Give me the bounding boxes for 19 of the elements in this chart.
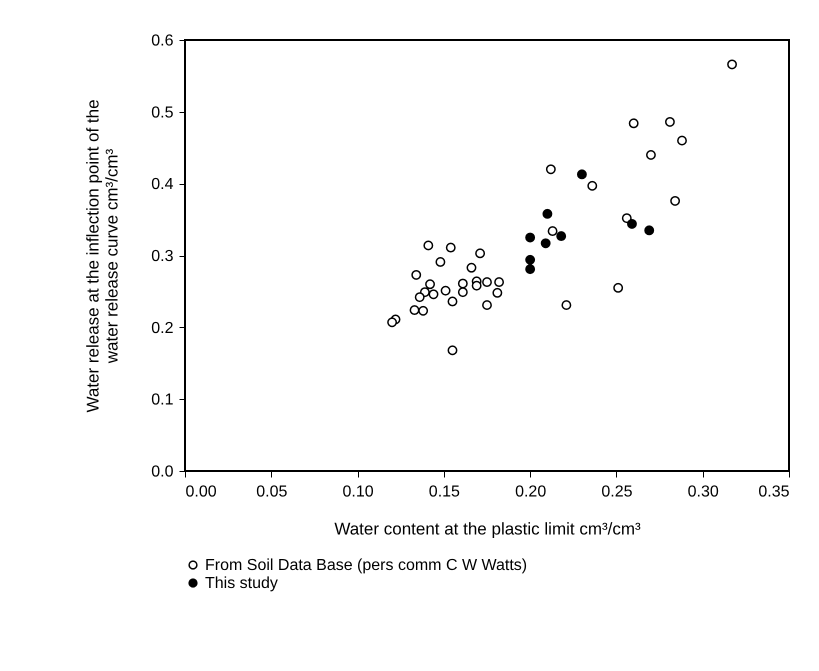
y-tick-label: 0.4	[151, 176, 174, 194]
legend-label: From Soil Data Base (pers comm C W Watts)	[205, 557, 528, 574]
x-tick-label: 0.30	[688, 484, 719, 500]
x-tick-label: 0.35	[758, 484, 790, 500]
y-tick-label: 0.2	[151, 320, 174, 337]
x-tick-label: 0.00	[186, 484, 217, 500]
x-tick-label: 0.10	[342, 484, 374, 500]
x-tick-label: 0.25	[601, 484, 633, 500]
x-tick-label: 0.20	[515, 484, 546, 500]
y-tick-label: 0.3	[151, 248, 174, 265]
y-tick-label: 0.0	[151, 464, 174, 480]
x-tick-label: 0.05	[256, 484, 288, 500]
x-tick-label: 0.15	[428, 484, 460, 500]
legend-label: This study	[205, 575, 278, 592]
y-axis-title: Water release at the inflection point of the water release curve cm³/cm³	[83, 99, 122, 413]
y-tick-label: 0.5	[151, 104, 174, 122]
y-tick-label: 0.6	[151, 32, 174, 50]
y-tick-label: 0.1	[151, 392, 174, 409]
x-axis-title: Water content at the plastic limit cm³/cm³	[334, 520, 642, 538]
